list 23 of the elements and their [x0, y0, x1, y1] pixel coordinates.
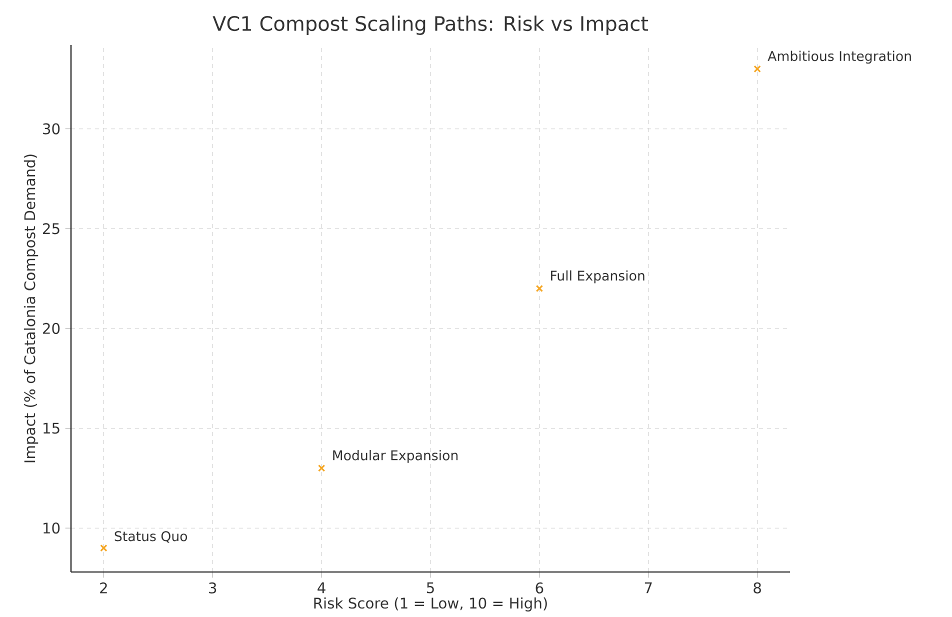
x-tick-label: 5	[426, 582, 434, 594]
y-tick-label: 15	[44, 422, 60, 434]
y-tick-label: 30	[43, 123, 60, 134]
x-tick-label: 6	[536, 582, 544, 594]
annotation: Ambitious Integration	[768, 50, 911, 64]
y-tick-label: 25	[43, 223, 60, 234]
y-tick-label: 10	[44, 522, 60, 534]
annotation: Full Expansion	[551, 270, 644, 284]
y-axis-title: Impact (% of Catalonia Compost Demand)	[24, 154, 38, 462]
annotation: Status Quo	[114, 531, 188, 543]
x-axis-title: Risk Score (1 = Low, 10 = High)	[314, 597, 547, 612]
annotation: Modular Expansion	[333, 450, 458, 463]
x-tick-label: 3	[209, 582, 216, 594]
point	[318, 464, 326, 472]
point	[754, 65, 761, 73]
x-tick-label: 2	[100, 582, 107, 594]
point	[100, 544, 108, 552]
y-tick-label: 20	[43, 322, 60, 334]
x-tick-label: 8	[754, 582, 761, 594]
x-tick-label: 4	[318, 582, 326, 594]
x-tick-label: 7	[644, 582, 652, 594]
point	[536, 284, 544, 292]
chart-title: VC1 Compost Scaling Paths: Risk vs Impact	[212, 16, 648, 35]
